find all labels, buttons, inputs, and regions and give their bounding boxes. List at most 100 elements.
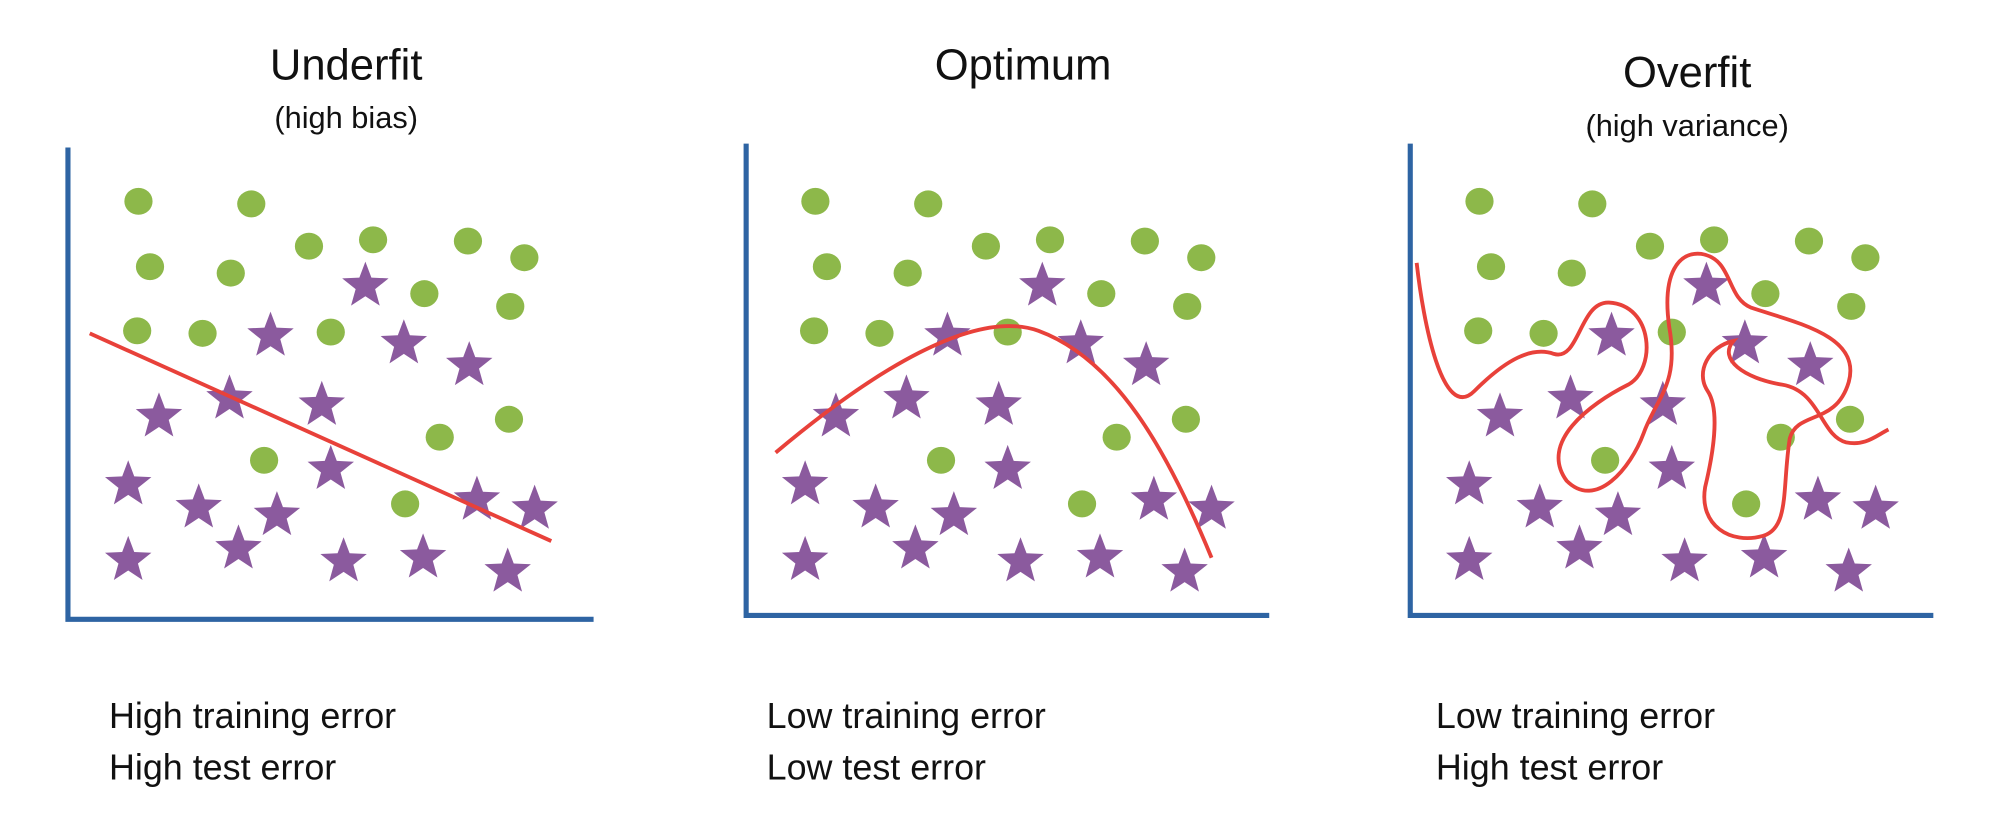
axes [1407, 143, 1934, 618]
purple-star [307, 444, 354, 490]
green-dot [1529, 319, 1558, 347]
purple-star [342, 261, 389, 306]
green-dot [123, 317, 152, 345]
panel-subtitle: (high bias) [274, 100, 418, 135]
purple-star [812, 392, 860, 437]
purple-star [1516, 483, 1563, 528]
green-dot [250, 446, 279, 474]
purple-star [1852, 484, 1899, 529]
green-dot [358, 226, 388, 254]
purple-star [1019, 261, 1066, 306]
green-dot [316, 318, 345, 346]
green-dot [800, 317, 829, 345]
purple-star [1446, 535, 1493, 581]
green-dot [914, 190, 943, 218]
panel-subtitle: (high variance) [1585, 108, 1788, 143]
purple-star [924, 311, 971, 356]
green-dot [1476, 253, 1506, 281]
purple-star [1057, 319, 1104, 364]
green-dot [1087, 280, 1116, 308]
green-dot [993, 318, 1022, 346]
purple-star [1188, 484, 1235, 529]
purple-star [1594, 491, 1642, 536]
purple-star [1446, 460, 1493, 505]
purple-star [1661, 537, 1708, 582]
purple-star [380, 319, 428, 364]
green-dot [1851, 244, 1880, 272]
purple-star [247, 311, 294, 356]
green-dot [1794, 227, 1824, 255]
green-dot [1751, 280, 1780, 308]
green-dot [1067, 490, 1097, 518]
panel-note: Low training error [1436, 696, 1715, 736]
panel-title: Optimum [935, 42, 1112, 90]
purple-star [215, 524, 262, 569]
green-dot [237, 190, 266, 218]
purple-star [298, 380, 345, 425]
optimum-curve [774, 324, 1214, 559]
purple-star [1648, 444, 1695, 490]
green-dot [926, 446, 956, 474]
panel-title: Underfit [270, 42, 423, 90]
purple-star [105, 460, 152, 505]
green-dot [425, 423, 454, 451]
purple-star [399, 533, 447, 578]
purple-star [892, 524, 939, 569]
axes [65, 147, 594, 622]
green-dot [135, 253, 165, 281]
green-dot [865, 319, 894, 347]
green-dot [801, 187, 830, 215]
green-dot [971, 232, 1000, 260]
purple-star [1721, 319, 1769, 364]
purple-star [1825, 547, 1872, 592]
green-dot [453, 227, 483, 255]
green-dot [893, 259, 922, 287]
purple-star [253, 491, 301, 536]
overfit-curve [1414, 251, 1890, 541]
green-dot [294, 232, 324, 260]
purple-star [1639, 380, 1687, 425]
purple-star [1556, 524, 1603, 569]
green-dot [216, 259, 245, 287]
underfit-line [88, 331, 553, 543]
purple-star [883, 374, 930, 419]
panel-note: High test error [109, 748, 336, 788]
green-dot [1130, 227, 1159, 255]
green-dot [124, 187, 153, 215]
purple-star [446, 341, 493, 386]
green-dot [1465, 187, 1494, 215]
green-dot [1187, 244, 1216, 272]
green-dot [1173, 292, 1202, 320]
purple-star [1683, 261, 1730, 306]
green-dot [1837, 292, 1866, 320]
purple-star [781, 535, 829, 581]
green-dot [496, 292, 525, 320]
purple-star [975, 380, 1022, 425]
purple-star [1130, 475, 1178, 520]
purple-star [453, 475, 501, 520]
green-dot [188, 319, 217, 347]
purple-star [1588, 311, 1635, 356]
purple-star [1161, 547, 1208, 592]
panel-title: Overfit [1623, 49, 1751, 97]
purple-star [852, 483, 899, 528]
green-dot [1035, 226, 1065, 254]
purple-star [1547, 374, 1594, 419]
green-dot [1464, 317, 1493, 345]
green-dot [812, 253, 842, 281]
green-dot [1635, 232, 1665, 260]
panel-note: High training error [109, 696, 396, 736]
purple-star [320, 537, 367, 582]
purple-star [175, 483, 222, 528]
green-dot [494, 405, 524, 433]
purple-star [511, 484, 558, 529]
green-dot [391, 490, 420, 518]
panel-note: Low test error [767, 748, 986, 788]
purple-star [1787, 341, 1834, 386]
green-dot [1578, 190, 1607, 218]
purple-star [1122, 341, 1170, 386]
purple-star [105, 535, 152, 581]
purple-star [1740, 533, 1788, 578]
